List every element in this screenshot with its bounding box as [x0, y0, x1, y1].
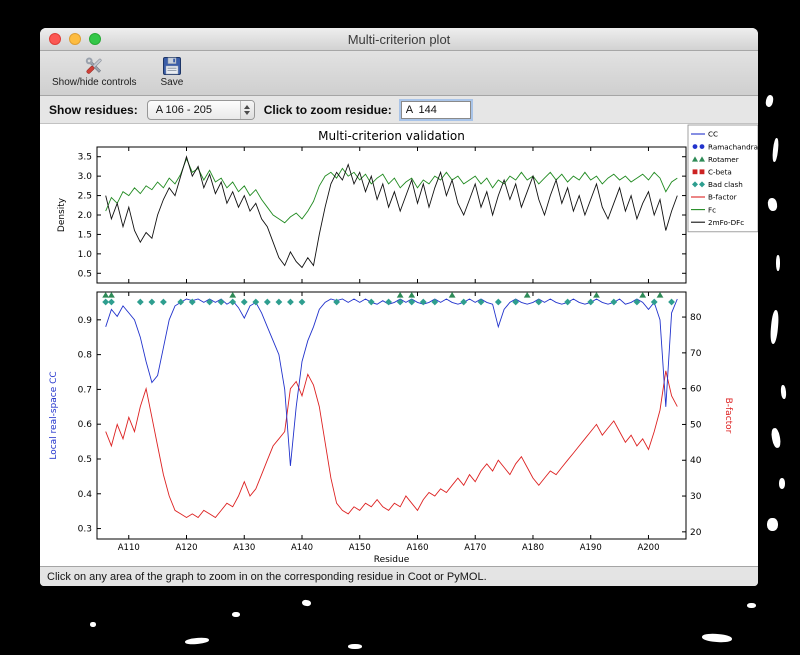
- svg-text:0.3: 0.3: [78, 525, 92, 535]
- svg-text:A110: A110: [118, 543, 140, 553]
- scratch-artifact: [770, 427, 782, 449]
- svg-text:A130: A130: [233, 543, 255, 553]
- controls-bar: Show residues: A 106 - 205 Click to zoom…: [40, 96, 758, 124]
- svg-text:A190: A190: [580, 543, 602, 553]
- svg-text:Multi-criterion validation: Multi-criterion validation: [318, 129, 465, 143]
- plot-canvas[interactable]: Multi-criterion validation 0.5 1.0 1.5 2.0 2.…: [40, 124, 758, 566]
- svg-text:A200: A200: [637, 543, 659, 553]
- scratch-artifact: [767, 518, 778, 531]
- traffic-lights: [49, 33, 101, 45]
- svg-text:1.0: 1.0: [78, 250, 93, 260]
- svg-text:B-factor: B-factor: [723, 398, 733, 434]
- scratch-artifact: [232, 612, 240, 617]
- svg-text:0.8: 0.8: [78, 351, 93, 361]
- svg-text:0.6: 0.6: [78, 420, 93, 430]
- window-titlebar[interactable]: Multi-criterion plot: [40, 28, 758, 51]
- svg-text:A150: A150: [349, 543, 371, 553]
- minimize-button[interactable]: [69, 33, 81, 45]
- show-hide-controls-button[interactable]: Show/hide controls: [48, 53, 141, 90]
- zoom-residue-label: Click to zoom residue:: [263, 102, 392, 117]
- svg-text:B-factor: B-factor: [708, 193, 737, 202]
- svg-text:Bad clash: Bad clash: [708, 180, 743, 189]
- scratch-artifact: [701, 632, 733, 644]
- scratch-artifact: [348, 644, 362, 649]
- svg-text:0.5: 0.5: [78, 455, 92, 465]
- svg-text:2.0: 2.0: [78, 211, 93, 221]
- svg-text:2.5: 2.5: [78, 192, 92, 202]
- svg-text:A120: A120: [175, 543, 197, 553]
- svg-text:A170: A170: [464, 543, 486, 553]
- svg-text:0.9: 0.9: [78, 316, 93, 326]
- scratch-artifact: [184, 636, 210, 646]
- scratch-artifact: [90, 622, 96, 627]
- scratch-artifact: [764, 94, 775, 108]
- multi-criterion-plot-window: Multi-criterion plot Show/hide controls: [40, 28, 758, 586]
- scratch-artifact: [776, 255, 780, 271]
- zoom-residue-input[interactable]: [400, 100, 471, 119]
- svg-text:Residue: Residue: [374, 555, 410, 565]
- svg-text:C-beta: C-beta: [708, 168, 732, 177]
- scratch-artifact: [780, 384, 787, 400]
- save-label: Save: [160, 77, 184, 88]
- scratch-artifact: [747, 603, 756, 608]
- save-button[interactable]: Save: [157, 53, 188, 90]
- save-icon: [162, 54, 182, 77]
- status-bar: Click on any area of the graph to zoom i…: [40, 566, 758, 586]
- toolbar: Show/hide controls Save: [40, 51, 758, 96]
- zoom-window-button[interactable]: [89, 33, 101, 45]
- residue-range-value: A 106 - 205: [155, 103, 212, 116]
- svg-text:A140: A140: [291, 543, 313, 553]
- svg-text:30: 30: [690, 492, 702, 502]
- tools-icon: [83, 54, 105, 77]
- svg-text:3.0: 3.0: [78, 172, 93, 182]
- svg-text:60: 60: [690, 385, 702, 395]
- svg-text:0.7: 0.7: [78, 385, 92, 395]
- scratch-artifact: [771, 137, 780, 163]
- figure-canvas[interactable]: Multi-criterion validation 0.5 1.0 1.5 2.0 2.…: [40, 124, 758, 566]
- svg-text:0.5: 0.5: [78, 269, 92, 279]
- svg-text:1.5: 1.5: [78, 230, 92, 240]
- stepper-icon: [239, 100, 254, 119]
- svg-text:40: 40: [690, 456, 702, 466]
- svg-text:Rotamer: Rotamer: [708, 155, 739, 164]
- svg-text:3.5: 3.5: [78, 153, 92, 163]
- svg-text:80: 80: [690, 313, 702, 323]
- svg-text:A180: A180: [522, 543, 544, 553]
- svg-text:Fc: Fc: [708, 205, 716, 214]
- svg-text:A160: A160: [406, 543, 428, 553]
- scratch-artifact: [769, 309, 780, 345]
- scratch-artifact: [779, 478, 785, 489]
- close-button[interactable]: [49, 33, 61, 45]
- svg-text:Local real-space CC: Local real-space CC: [49, 371, 59, 459]
- window-title: Multi-criterion plot: [347, 31, 451, 47]
- scratch-artifact: [301, 599, 312, 607]
- svg-text:2mFo-DFc: 2mFo-DFc: [708, 218, 744, 227]
- show-hide-controls-label: Show/hide controls: [52, 77, 137, 88]
- svg-text:50: 50: [690, 420, 702, 430]
- svg-text:70: 70: [690, 349, 702, 359]
- svg-text:Ramachandran: Ramachandran: [708, 142, 758, 151]
- show-residues-label: Show residues:: [49, 102, 138, 117]
- svg-text:CC: CC: [708, 130, 718, 139]
- residue-range-dropdown[interactable]: A 106 - 205: [146, 99, 255, 120]
- svg-text:Density: Density: [57, 197, 67, 232]
- svg-text:0.4: 0.4: [78, 490, 93, 500]
- scratch-artifact: [767, 197, 778, 212]
- svg-text:20: 20: [690, 528, 702, 538]
